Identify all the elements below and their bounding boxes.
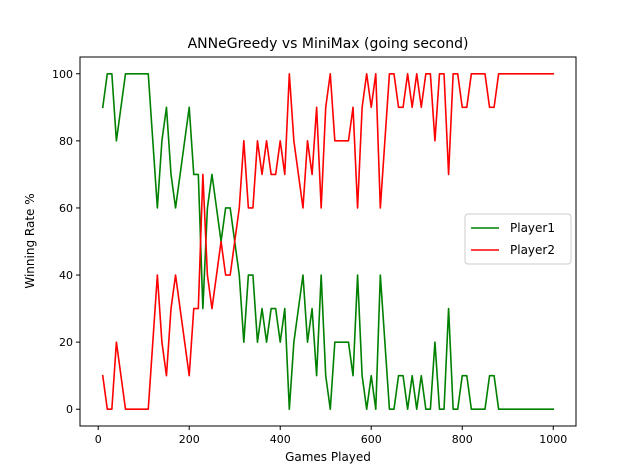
legend: Player1 Player2 (464, 213, 572, 265)
x-axis-ticks: 0 200 400 600 800 1000 (95, 426, 567, 446)
x-tick-label: 200 (179, 433, 200, 446)
y-axis-label: Winning Rate % (23, 193, 37, 288)
y-tick-label: 40 (59, 269, 73, 282)
x-tick-label: 0 (95, 433, 102, 446)
series-line-player1 (101, 72, 555, 411)
legend-label-player1: Player1 (510, 221, 555, 235)
plot-lines (101, 72, 555, 411)
x-tick-label: 600 (361, 433, 382, 446)
series-line-player2 (101, 72, 555, 411)
y-axis-ticks: 0 20 40 60 80 100 (52, 68, 80, 416)
legend-label-player2: Player2 (510, 243, 555, 257)
x-tick-label: 1000 (539, 433, 567, 446)
legend-box (464, 213, 572, 265)
y-tick-label: 100 (52, 68, 73, 81)
x-tick-label: 400 (270, 433, 291, 446)
chart-title: ANNeGreedy vs MiniMax (going second) (188, 36, 469, 52)
plot-frame (79, 56, 577, 427)
y-tick-label: 60 (59, 202, 73, 215)
x-axis-label: Games Played (285, 450, 371, 464)
y-tick-label: 0 (66, 403, 73, 416)
y-tick-label: 20 (59, 336, 73, 349)
x-tick-label: 800 (452, 433, 473, 446)
y-tick-label: 80 (59, 135, 73, 148)
